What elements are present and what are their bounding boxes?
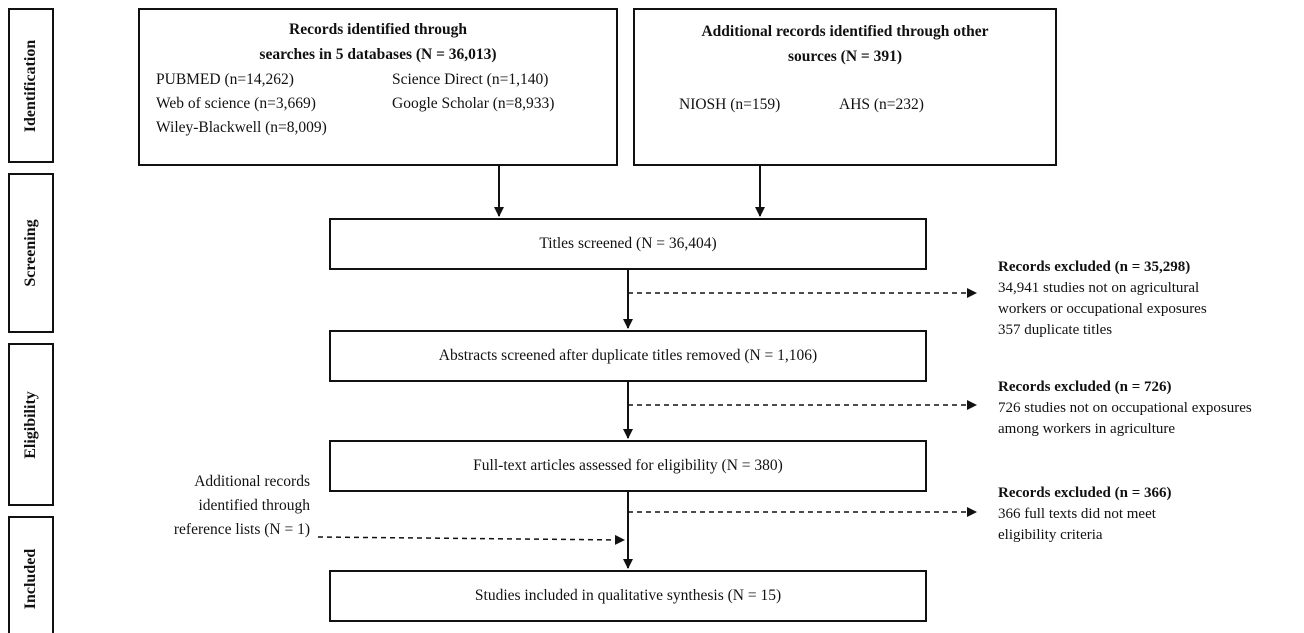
fulltext-assessed-text: Full-text articles assessed for eligibil…: [473, 457, 783, 474]
reference-lists-line1: Additional records: [194, 473, 310, 490]
excluded-2-title: Records excluded (n = 726): [998, 379, 1172, 395]
excluded-3-title: Records excluded (n = 366): [998, 485, 1172, 501]
excluded-3-line1: 366 full texts did not meet: [998, 506, 1156, 522]
excluded-2-line2: among workers in agriculture: [998, 421, 1176, 437]
titles-screened-box: Titles screened (N = 36,404): [329, 218, 927, 270]
phase-identification: Identification: [8, 8, 54, 163]
studies-included-box: Studies included in qualitative synthesi…: [329, 570, 927, 622]
phase-included: Included: [8, 516, 54, 633]
excluded-1-title: Records excluded (n = 35,298): [998, 259, 1191, 275]
source-ahs: AHS (n=232): [839, 96, 924, 113]
phase-eligibility: Eligibility: [8, 343, 54, 506]
abstracts-screened-box: Abstracts screened after duplicate title…: [329, 330, 927, 382]
excluded-2-line1: 726 studies not on occupational exposure…: [998, 400, 1252, 416]
excluded-1-line1: 34,941 studies not on agricultural: [998, 280, 1200, 296]
source-science-direct: Science Direct (n=1,140): [392, 71, 549, 88]
databases-title-line1: Records identified through: [289, 21, 467, 38]
other-sources-title-line2: sources (N = 391): [787, 48, 903, 65]
databases-title-line2: searches in 5 databases (N = 36,013): [259, 46, 497, 63]
source-pubmed: PUBMED (n=14,262): [156, 71, 294, 88]
excluded-1-line3: 357 duplicate titles: [998, 322, 1113, 338]
arrow-reference-lists: [317, 534, 625, 545]
phase-screening: Screening: [8, 173, 54, 333]
other-sources-box: Additional records identified through ot…: [633, 8, 1057, 166]
source-wiley-blackwell: Wiley-Blackwell (n=8,009): [156, 119, 327, 136]
studies-included-text: Studies included in qualitative synthesi…: [474, 587, 782, 604]
titles-screened-text: Titles screened (N = 36,404): [539, 235, 717, 252]
excluded-3-line2: eligibility criteria: [998, 527, 1103, 543]
reference-lists-line3: reference lists (N = 1): [173, 521, 310, 538]
excluded-1-line2: workers or occupational exposures: [998, 301, 1207, 317]
source-web-of-science: Web of science (n=3,669): [156, 95, 316, 112]
other-sources-title-line1: Additional records identified through ot…: [701, 23, 989, 40]
fulltext-assessed-box: Full-text articles assessed for eligibil…: [329, 440, 927, 492]
source-google-scholar: Google Scholar (n=8,933): [392, 95, 555, 112]
source-niosh: NIOSH (n=159): [679, 96, 781, 113]
abstracts-screened-text: Abstracts screened after duplicate title…: [438, 347, 818, 364]
databases-box: Records identified through searches in 5…: [138, 8, 618, 166]
reference-lists-line2: identified through: [198, 497, 311, 514]
